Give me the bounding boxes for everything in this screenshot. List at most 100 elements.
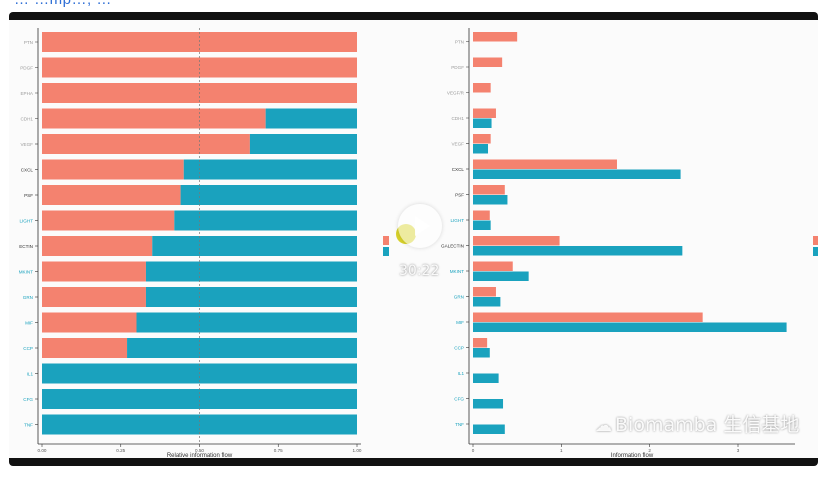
legend-swatch-series-2: [813, 247, 818, 256]
bar-cxcl-series-2: [473, 169, 681, 179]
bar-ccp-series-2: [127, 338, 357, 358]
x-tick-label: 0.50: [195, 448, 204, 453]
y-tick-label: MKINT: [19, 270, 33, 275]
y-tick-label: CFG: [454, 397, 464, 402]
y-tick-label: MKINT: [450, 269, 464, 274]
y-tick-label: IL1: [27, 372, 34, 377]
watermark-text: Biomamba 生信基地: [615, 414, 800, 436]
bar-ectin-series-1: [42, 236, 153, 256]
y-tick-label: VEGF/R: [447, 91, 465, 96]
bar-psf-series-1: [42, 185, 181, 205]
x-tick-label: 0: [472, 448, 475, 453]
bar-mif-series-1: [473, 312, 703, 322]
play-icon: [415, 216, 430, 236]
x-tick-label: 1.00: [353, 448, 362, 453]
legend-swatch-series-2: [383, 247, 389, 256]
bar-ectin-series-2: [152, 236, 357, 256]
bar-pdgf-series-1: [473, 57, 503, 67]
bar-ccp-series-1: [473, 338, 488, 348]
top-link-text[interactable]: … …mp…; …: [14, 0, 112, 8]
bar-grn-series-1: [42, 287, 146, 307]
bar-tnf-series-2: [473, 424, 505, 434]
bar-light-series-1: [473, 210, 490, 220]
x-axis-title: Information flow: [611, 453, 654, 458]
bar-mkint-series-1: [42, 261, 146, 282]
y-tick-label: GALECTIN: [441, 244, 464, 249]
bar-mkint-series-2: [145, 261, 357, 282]
bar-vegf/r-series-1: [473, 83, 491, 93]
bar-il1-series-2: [473, 373, 499, 383]
y-tick-label: CXCL: [452, 167, 465, 172]
y-tick-label: EPHA: [20, 91, 33, 96]
charts-svg: PTN PDGF EPHA CDH1 VEGF CXCL PSF LIGHT ECTIN MKIN…: [19, 28, 818, 458]
x-tick-label: 1: [560, 448, 563, 453]
bar-ccp-series-2: [473, 348, 490, 358]
bar-cdh1-series-2: [265, 108, 357, 129]
y-tick-label: LIGHT: [450, 218, 464, 223]
y-tick-label: MIF: [456, 320, 464, 325]
y-tick-label: CDH1: [20, 117, 33, 122]
bar-cxcl-series-1: [42, 159, 184, 180]
top-link-strip: … …mp…; …: [0, 0, 826, 10]
bar-mif-series-2: [136, 312, 357, 333]
y-tick-label: ECTIN: [19, 244, 33, 249]
video-player[interactable]: PTN PDGF EPHA CDH1 VEGF CXCL PSF LIGHT ECTIN MKIN…: [9, 12, 818, 466]
y-tick-label: PSF: [24, 193, 33, 198]
bar-psf-series-2: [180, 185, 357, 205]
y-tick-label: PTN: [24, 40, 33, 45]
bar-pdgf-series-1: [42, 57, 357, 78]
y-tick-label: CCP: [23, 346, 33, 351]
bar-grn-series-2: [145, 287, 357, 307]
legend-swatch-series-1: [813, 236, 818, 245]
y-tick-label: PDGF: [451, 65, 464, 70]
x-axis-title: Relative information flow: [167, 453, 233, 458]
bar-galectin-series-2: [473, 246, 683, 256]
y-tick-label: CDH1: [451, 116, 464, 121]
bar-light-series-2: [473, 220, 491, 230]
bar-vegf-series-2: [473, 144, 489, 154]
bar-mif-series-1: [42, 312, 137, 333]
bar-psf-series-2: [473, 195, 508, 205]
x-tick-label: 0.00: [38, 448, 47, 453]
bar-vegf-series-1: [473, 134, 491, 144]
bar-cdh1-series-2: [473, 118, 492, 128]
y-tick-label: LIGHT: [19, 219, 33, 224]
bar-cxcl-series-1: [473, 159, 617, 169]
chart-information-flow: PTN PDGF VEGF/R CDH1 VEGF CXCL PSF LIGHT GALECTI…: [441, 28, 795, 458]
play-button[interactable]: [398, 204, 442, 248]
bar-galectin-series-1: [473, 236, 560, 246]
bar-ccp-series-1: [42, 338, 128, 358]
video-time: 30:22: [399, 263, 440, 279]
video-content: PTN PDGF EPHA CDH1 VEGF CXCL PSF LIGHT ECTIN MKIN…: [9, 20, 818, 458]
y-tick-label: PSF: [455, 193, 464, 198]
legend-swatch-series-1: [383, 236, 389, 245]
bar-psf-series-1: [473, 185, 505, 195]
bar-mkint-series-1: [473, 261, 513, 271]
bar-vegf-series-2: [249, 134, 357, 154]
bar-light-series-1: [42, 210, 175, 231]
y-tick-label: TNF: [455, 422, 464, 427]
x-tick-label: 0.25: [116, 448, 125, 453]
y-tick-label: VEGF: [20, 142, 33, 147]
bar-grn-series-2: [473, 297, 501, 307]
watermark: ☁ Biomamba 生信基地: [595, 410, 799, 437]
y-tick-label: CXCL: [21, 168, 34, 173]
bar-mif-series-2: [473, 322, 787, 332]
y-tick-label: TNF: [24, 423, 33, 428]
y-tick-label: GRN: [454, 295, 464, 300]
wechat-icon: ☁: [595, 416, 612, 436]
legend-fragments: [383, 236, 818, 256]
bar-cfg-series-2: [473, 399, 504, 409]
bar-grn-series-1: [473, 287, 496, 297]
bar-vegf-series-1: [42, 134, 250, 154]
bar-cxcl-series-2: [183, 159, 357, 180]
y-tick-label: PTN: [455, 40, 464, 45]
y-tick-label: CCP: [454, 346, 464, 351]
y-tick-label: PDGF: [20, 66, 33, 71]
bar-ptn-series-1: [473, 32, 518, 42]
bar-light-series-2: [174, 210, 357, 231]
bar-mkint-series-2: [473, 271, 529, 281]
x-tick-label: 3: [737, 448, 740, 453]
chart-relative-information-flow: PTN PDGF EPHA CDH1 VEGF CXCL PSF LIGHT ECTIN MKIN…: [19, 28, 362, 458]
y-tick-label: GRN: [23, 295, 33, 300]
